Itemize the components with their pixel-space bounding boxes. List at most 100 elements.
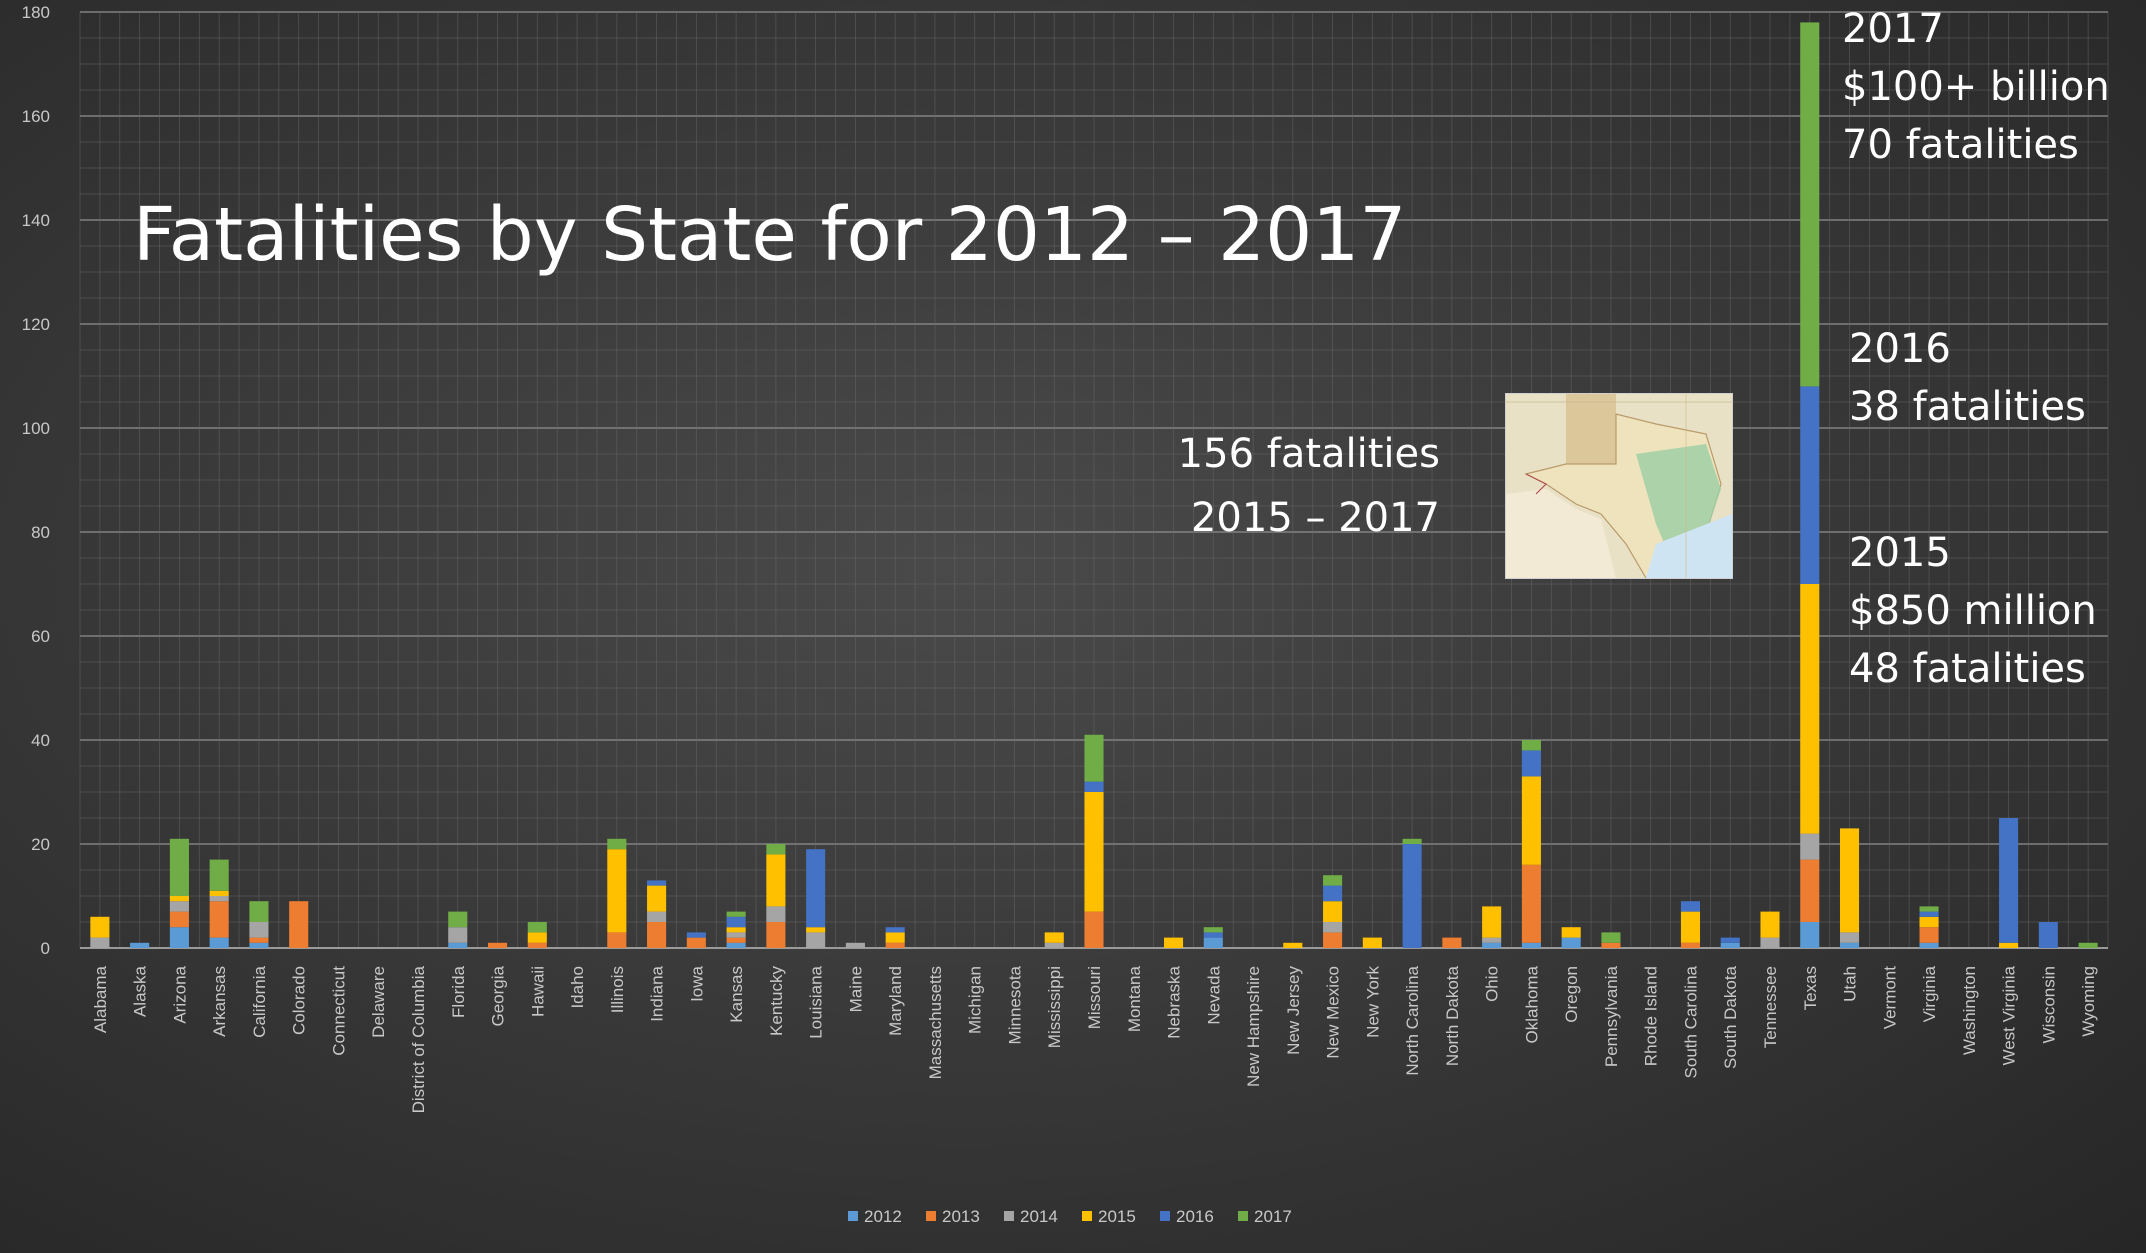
- x-tick-label: Oklahoma: [1522, 965, 1541, 1043]
- x-tick-label: Ohio: [1483, 966, 1502, 1002]
- bar-arizona-2015: [169, 896, 189, 902]
- y-tick-label: 100: [22, 419, 50, 438]
- bar-texas-2017: [1800, 22, 1820, 387]
- y-tick-label: 20: [31, 835, 50, 854]
- bar-south-dakota-2016: [1720, 937, 1740, 943]
- x-tick-label: West Virginia: [2000, 965, 2019, 1065]
- bar-indiana-2013: [647, 922, 667, 948]
- bar-iowa-2016: [686, 932, 706, 938]
- bar-utah-2015: [1839, 828, 1860, 933]
- x-tick-label: New Jersey: [1284, 966, 1303, 1055]
- bar-louisiana-2014: [806, 932, 826, 948]
- x-axis-tick-labels: Alabama Alaska Arizona Arkansas California Co…: [91, 965, 2098, 1113]
- x-tick-label: Kansas: [727, 966, 746, 1023]
- x-tick-label: Rhode Island: [1642, 966, 1661, 1066]
- legend-label-2017: 2017: [1254, 1207, 1292, 1226]
- bar-maryland-2013: [885, 942, 905, 948]
- annotation-line: 2015 – 2017: [1190, 495, 1440, 541]
- x-tick-label: South Carolina: [1681, 965, 1700, 1078]
- bar-north-carolina-2016: [1402, 844, 1422, 948]
- annotation-texas-2015: 2015 $850 million 48 fatalities: [1849, 524, 2097, 698]
- bar-florida-2014: [448, 927, 468, 943]
- legend-swatch-2015: [1082, 1211, 1092, 1221]
- bar-oregon-2012: [1561, 937, 1581, 948]
- texas-map-graphic: [1506, 394, 1732, 578]
- bar-kentucky-2013: [766, 922, 786, 948]
- x-tick-label: New Mexico: [1324, 966, 1343, 1059]
- y-tick-label: 60: [31, 627, 50, 646]
- legend-label-2015: 2015: [1098, 1207, 1136, 1226]
- bar-oklahoma-2015: [1521, 776, 1541, 865]
- bar-california-2017: [249, 901, 269, 922]
- bar-maryland-2015: [885, 932, 905, 943]
- legend-label-2012: 2012: [864, 1207, 902, 1226]
- bar-nevada-2017: [1203, 927, 1223, 933]
- bar-missouri-2013: [1084, 911, 1104, 948]
- x-tick-label: Arizona: [170, 965, 189, 1023]
- bar-florida-2017: [448, 911, 468, 928]
- bar-indiana-2015: [647, 885, 667, 912]
- bar-nevada-2016: [1203, 932, 1223, 938]
- legend-swatch-2014: [1004, 1211, 1014, 1221]
- bar-arkansas-2014: [209, 896, 229, 902]
- bar-oregon-2015: [1561, 927, 1581, 938]
- bar-california-2013: [249, 937, 269, 943]
- annotation-line: 156 fatalities: [1177, 431, 1440, 477]
- bar-alabama-2014: [90, 937, 110, 948]
- bar-texas-2013: [1800, 859, 1820, 922]
- x-tick-label: Hawaii: [528, 966, 547, 1017]
- bar-utah-2012: [1839, 942, 1860, 948]
- x-tick-label: North Dakota: [1443, 965, 1462, 1066]
- x-tick-label: Maine: [846, 966, 865, 1012]
- bar-utah-2014: [1839, 932, 1860, 943]
- bar-south-carolina-2016: [1680, 901, 1701, 912]
- legend-swatch-2017: [1238, 1211, 1248, 1221]
- bar-arkansas-2012: [209, 937, 229, 948]
- bar-new-mexico-2017: [1323, 875, 1343, 886]
- bar-new-york-2015: [1362, 937, 1382, 948]
- bar-illinois-2015: [607, 849, 627, 933]
- bar-arizona-2013: [169, 911, 189, 928]
- x-tick-label: Arkansas: [210, 966, 229, 1037]
- annotation-line: 2017: [1842, 6, 1944, 52]
- annotation-line: $850 million: [1849, 588, 2097, 634]
- bar-alabama-2015: [90, 916, 110, 938]
- bar-ohio-2015: [1482, 906, 1502, 938]
- bar-arizona-2017: [169, 838, 189, 896]
- bar-south-dakota-2012: [1720, 942, 1740, 948]
- x-tick-label: Pennsylvania: [1602, 965, 1621, 1067]
- bars: [90, 22, 2098, 948]
- bar-california-2014: [249, 922, 269, 938]
- x-tick-label: Maryland: [886, 966, 905, 1036]
- x-tick-label: Nevada: [1204, 965, 1223, 1024]
- bar-ohio-2014: [1482, 937, 1502, 943]
- bar-texas-2014: [1800, 833, 1820, 860]
- bar-arkansas-2013: [209, 901, 229, 938]
- x-tick-label: California: [250, 965, 269, 1037]
- y-tick-label: 120: [22, 315, 50, 334]
- x-tick-label: Utah: [1841, 966, 1860, 1002]
- bar-oklahoma-2013: [1521, 864, 1541, 943]
- y-tick-label: 160: [22, 107, 50, 126]
- bar-virginia-2015: [1919, 916, 1939, 928]
- x-tick-label: Illinois: [608, 966, 627, 1013]
- chart-title: Fatalities by State for 2012 – 2017: [133, 192, 1407, 278]
- bar-hawaii-2017: [527, 922, 547, 933]
- bar-tennessee-2015: [1760, 911, 1780, 938]
- x-tick-label: Nebraska: [1165, 965, 1184, 1038]
- legend-label-2014: 2014: [1020, 1207, 1058, 1226]
- bar-texas-2015: [1800, 584, 1820, 834]
- x-tick-label: Michigan: [966, 966, 985, 1034]
- bar-texas-2012: [1800, 922, 1820, 948]
- bar-nebraska-2015: [1163, 937, 1184, 948]
- bar-arizona-2014: [169, 901, 189, 912]
- bar-arkansas-2015: [209, 890, 229, 896]
- x-tick-label: Vermont: [1880, 966, 1899, 1030]
- bar-kansas-2014: [726, 932, 746, 938]
- x-tick-label: Wyoming: [2079, 966, 2098, 1037]
- legend-swatch-2016: [1160, 1211, 1170, 1221]
- x-tick-label: Louisiana: [807, 965, 826, 1038]
- y-tick-label: 180: [22, 3, 50, 22]
- y-tick-label: 140: [22, 211, 50, 230]
